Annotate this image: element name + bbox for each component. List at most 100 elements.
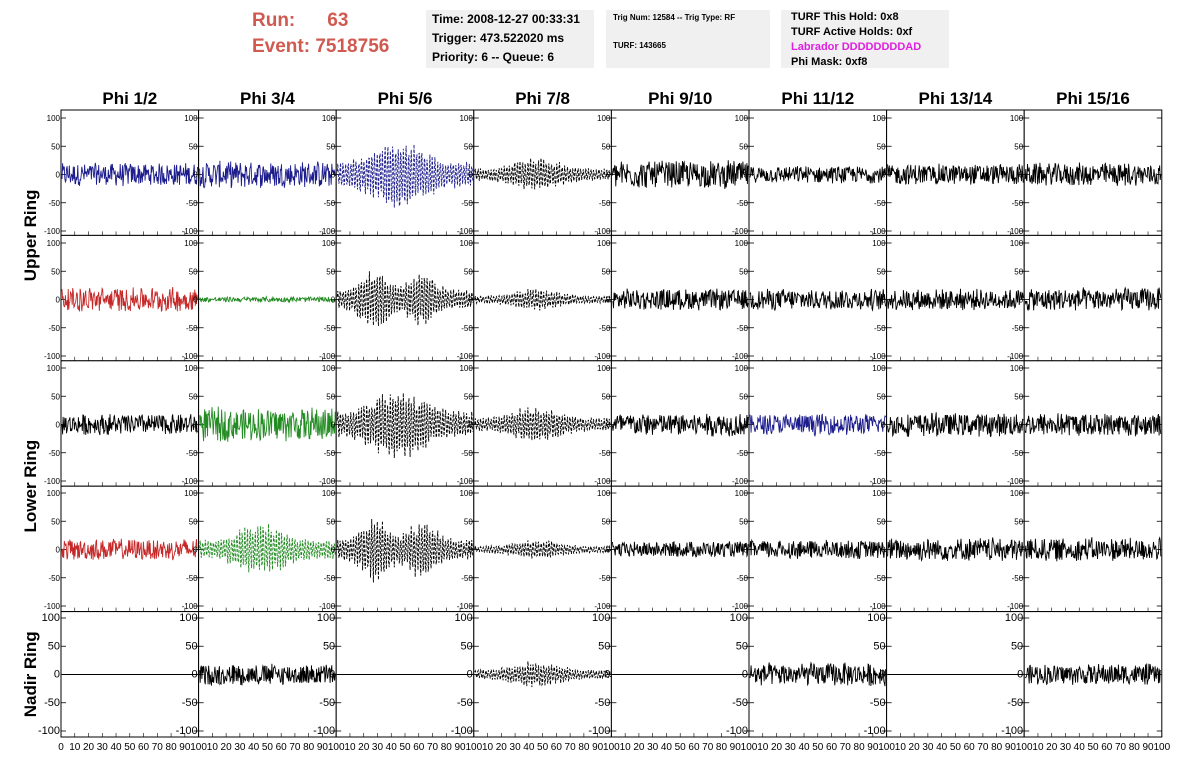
x-tick-label: 40 [798, 742, 810, 753]
y-tick-label: 100 [730, 612, 748, 624]
y-tick-label: 0 [54, 669, 60, 681]
x-tick-label: 70 [1115, 742, 1127, 753]
y-tick-label: -50 [324, 199, 336, 208]
x-tick-label: 100 [328, 742, 345, 753]
y-tick-label: 0 [56, 546, 61, 555]
y-tick-label: 100 [597, 114, 611, 123]
y-tick-label: -100 [732, 602, 749, 611]
y-tick-label: -100 [1007, 352, 1024, 361]
y-tick-label: 100 [184, 239, 198, 248]
y-tick-label: -100 [870, 477, 887, 486]
x-tick-label: 60 [964, 742, 976, 753]
x-tick-label: 10 [482, 742, 494, 753]
x-tick-label: 70 [565, 742, 577, 753]
y-tick-label: -50 [461, 199, 473, 208]
y-tick-label: -100 [44, 352, 61, 361]
x-tick-label: 20 [771, 742, 783, 753]
waveform-trace [199, 160, 336, 189]
x-tick-label: 60 [826, 742, 838, 753]
x-tick-label: 90 [179, 742, 191, 753]
x-tick-label: 10 [69, 742, 81, 753]
y-tick-label: 100 [1010, 239, 1024, 248]
y-tick-label: 50 [326, 392, 335, 401]
y-tick-label: -50 [48, 449, 60, 458]
panel-frame [473, 360, 612, 487]
y-tick-label: 50 [323, 640, 335, 652]
x-tick-label: 30 [785, 742, 797, 753]
x-tick-label: 40 [523, 742, 535, 753]
x-tick-label: 40 [661, 742, 673, 753]
y-tick-label: 100 [597, 489, 611, 498]
y-tick-label: -50 [182, 697, 198, 709]
y-tick-label: 100 [317, 612, 335, 624]
y-tick-label: -100 [313, 725, 335, 737]
column-header: Phi 13/14 [919, 89, 993, 108]
y-tick-label: 50 [877, 267, 886, 276]
y-tick-label: 100 [597, 239, 611, 248]
y-tick-label: 50 [1014, 142, 1023, 151]
y-tick-label: -50 [874, 574, 886, 583]
x-tick-label: 50 [1087, 742, 1099, 753]
waveform-trace [61, 162, 199, 187]
y-tick-label: 50 [189, 392, 198, 401]
x-tick-label: 90 [317, 742, 329, 753]
x-tick-label: 20 [633, 742, 645, 753]
waveform-trace [336, 144, 474, 208]
y-tick-label: -50 [1007, 697, 1023, 709]
y-tick-label: 0 [881, 171, 886, 180]
y-tick-label: -50 [736, 449, 748, 458]
x-tick-label: 30 [1060, 742, 1072, 753]
y-tick-label: 0 [606, 421, 611, 430]
event-value: 7518756 [315, 36, 390, 57]
x-tick-label: 90 [1005, 742, 1017, 753]
y-tick-label: -100 [594, 602, 611, 611]
x-tick-label: 20 [83, 742, 95, 753]
y-tick-label: -50 [599, 199, 611, 208]
y-tick-label: 50 [1011, 640, 1023, 652]
y-tick-label: 50 [189, 142, 198, 151]
y-tick-label: -100 [457, 352, 474, 361]
y-tick-label: -100 [182, 227, 199, 236]
y-tick-label: -50 [1012, 324, 1024, 333]
y-tick-label: 0 [606, 171, 611, 180]
x-tick-label: 100 [603, 742, 620, 753]
x-tick-label: 70 [702, 742, 714, 753]
waveform-trace [199, 663, 336, 686]
panel-frame [198, 485, 337, 613]
y-tick-label: 0 [604, 669, 610, 681]
y-tick-label: -100 [182, 477, 199, 486]
y-tick-label: 0 [744, 171, 749, 180]
y-tick-label: 50 [736, 640, 748, 652]
y-tick-label: 0 [468, 296, 473, 305]
x-tick-label: 20 [496, 742, 508, 753]
x-tick-label: 70 [289, 742, 301, 753]
panel-frame [198, 109, 337, 236]
y-tick-label: -100 [732, 477, 749, 486]
waveform-trace [749, 165, 887, 184]
y-tick-label: 0 [744, 546, 749, 555]
column-header: Phi 5/6 [378, 89, 433, 108]
run-event-block: Run: 63 Event: 7518756 [252, 8, 389, 60]
y-tick-label: 100 [184, 114, 198, 123]
y-tick-label: 50 [739, 392, 748, 401]
column-header: Phi 11/12 [781, 89, 854, 108]
x-tick-label: 80 [303, 742, 315, 753]
y-tick-label: 100 [592, 612, 610, 624]
waveform-trace [749, 661, 887, 687]
y-tick-label: 100 [322, 364, 336, 373]
x-tick-label: 30 [922, 742, 934, 753]
event-label: Event: [252, 36, 311, 57]
waveform-trace [887, 537, 1024, 562]
y-tick-label: -100 [182, 352, 199, 361]
x-tick-label: 60 [688, 742, 700, 753]
labrador-text: Labrador DDDDDDDDAD [791, 41, 922, 53]
y-tick-label: 50 [326, 267, 335, 276]
row-label: Nadir Ring [21, 631, 40, 717]
y-tick-label: 50 [739, 142, 748, 151]
panel-frame [748, 485, 888, 613]
y-tick-label: -50 [736, 199, 748, 208]
y-tick-label: 100 [872, 239, 886, 248]
waveform-trace [61, 538, 198, 561]
y-tick-label: 100 [47, 364, 61, 373]
y-tick-label: 50 [185, 640, 197, 652]
